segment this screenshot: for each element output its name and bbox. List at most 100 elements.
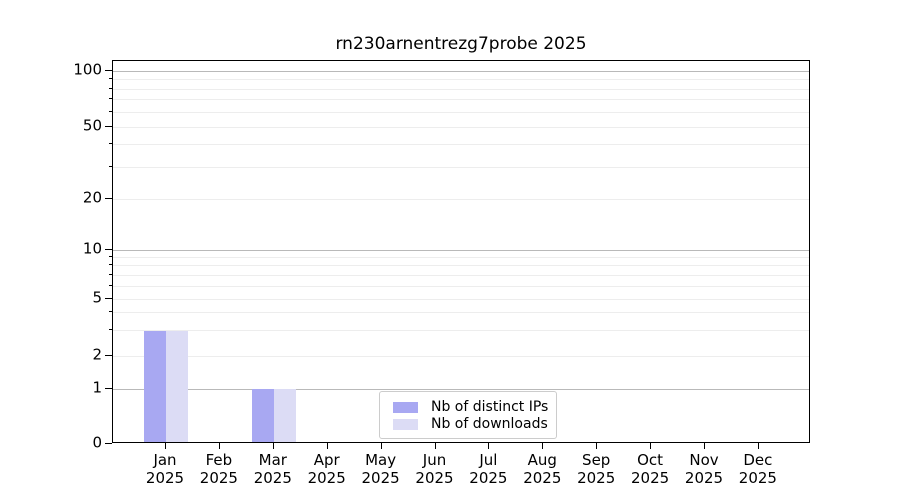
x-label-month: Jul bbox=[479, 451, 498, 469]
y-tick-label-1: 1 bbox=[92, 378, 102, 397]
x-label-month: Oct bbox=[637, 451, 664, 469]
legend-swatch-icon bbox=[393, 401, 418, 413]
y-minor-tick-80 bbox=[109, 87, 112, 89]
x-label-year: 2025 bbox=[523, 469, 562, 487]
legend-entry: Nb of distinct IPs bbox=[393, 399, 548, 415]
y-minor-tick-4 bbox=[109, 311, 112, 313]
x-label-month: Dec bbox=[743, 451, 773, 469]
x-label-month: Mar bbox=[258, 451, 287, 469]
y-minor-tick-40 bbox=[109, 143, 112, 145]
x-tick-label-jan: Jan 2025 bbox=[129, 451, 201, 487]
gridline-major-1 bbox=[113, 388, 809, 390]
x-label-year: 2025 bbox=[361, 469, 400, 487]
gridline-minor-3 bbox=[113, 330, 809, 332]
x-label-month: Jun bbox=[422, 451, 447, 469]
x-tick-label-jun: Jun 2025 bbox=[399, 451, 471, 487]
legend-swatch-icon bbox=[393, 418, 418, 430]
y-minor-tick-7 bbox=[109, 273, 112, 275]
chart-title: rn230arnentrezg7probe 2025 bbox=[335, 34, 587, 54]
x-label-year: 2025 bbox=[684, 469, 724, 487]
y-tick-20 bbox=[105, 197, 112, 199]
gridline-minor-8 bbox=[113, 265, 809, 267]
x-label-year: 2025 bbox=[738, 469, 777, 487]
x-axis: Jan 2025 Feb 2025 Mar 2025 Apr 2025 May 2025 Jun 20… bbox=[112, 443, 810, 500]
x-tick-jun bbox=[434, 443, 436, 449]
bar-nb-of-distinct-ips-mar bbox=[251, 389, 274, 442]
gridline-minor-30 bbox=[113, 166, 809, 168]
x-tick-label-feb: Feb 2025 bbox=[183, 451, 255, 487]
gridline-minor-2 bbox=[113, 355, 809, 357]
x-tick-aug bbox=[542, 443, 544, 449]
x-label-year: 2025 bbox=[307, 469, 346, 487]
x-label-month: May bbox=[365, 451, 397, 469]
x-tick-label-nov: Nov 2025 bbox=[668, 451, 740, 487]
grid-layer bbox=[113, 61, 809, 442]
x-label-year: 2025 bbox=[199, 469, 238, 487]
gridline-major-100 bbox=[113, 70, 809, 72]
legend: Nb of distinct IPs Nb of downloads bbox=[379, 391, 557, 439]
x-tick-label-apr: Apr 2025 bbox=[291, 451, 363, 487]
plot-area: Nb of distinct IPs Nb of downloads bbox=[112, 60, 810, 443]
x-tick-jul bbox=[488, 443, 490, 449]
x-tick-oct bbox=[650, 443, 652, 449]
y-tick-50 bbox=[105, 125, 112, 127]
gridline-minor-7 bbox=[113, 274, 809, 276]
x-tick-feb bbox=[218, 443, 220, 449]
gridline-minor-50 bbox=[113, 126, 809, 128]
x-tick-may bbox=[380, 443, 382, 449]
x-tick-label-jul: Jul 2025 bbox=[452, 451, 524, 487]
x-label-month: Nov bbox=[689, 451, 719, 469]
x-label-month: Sep bbox=[582, 451, 611, 469]
x-label-month: Apr bbox=[313, 451, 340, 469]
x-label-year: 2025 bbox=[415, 469, 454, 487]
y-tick-label-100: 100 bbox=[73, 60, 102, 79]
x-label-year: 2025 bbox=[631, 469, 670, 487]
y-tick-2 bbox=[105, 354, 112, 356]
x-tick-label-oct: Oct 2025 bbox=[614, 451, 686, 487]
x-tick-label-aug: Aug 2025 bbox=[506, 451, 578, 487]
y-minor-tick-60 bbox=[109, 110, 112, 112]
bar-nb-of-downloads-mar bbox=[273, 389, 296, 442]
gridline-minor-80 bbox=[113, 88, 809, 90]
legend-label: Nb of downloads bbox=[431, 416, 548, 432]
x-label-year: 2025 bbox=[253, 469, 292, 487]
gridline-minor-20 bbox=[113, 198, 809, 200]
bar-nb-of-distinct-ips-jan bbox=[144, 330, 166, 442]
x-tick-apr bbox=[326, 443, 328, 449]
y-tick-label-10: 10 bbox=[82, 239, 102, 258]
x-tick-label-may: May 2025 bbox=[345, 451, 417, 487]
y-tick-label-50: 50 bbox=[82, 116, 102, 135]
y-tick-label-0: 0 bbox=[92, 433, 102, 452]
x-label-month: Aug bbox=[527, 451, 557, 469]
y-tick-label-2: 2 bbox=[92, 345, 102, 364]
y-minor-tick-30 bbox=[109, 165, 112, 167]
y-minor-tick-9 bbox=[109, 255, 112, 257]
y-tick-100 bbox=[105, 69, 112, 71]
x-tick-label-sep: Sep 2025 bbox=[560, 451, 632, 487]
x-tick-label-mar: Mar 2025 bbox=[237, 451, 309, 487]
y-tick-label-5: 5 bbox=[92, 288, 102, 307]
x-label-month: Jan bbox=[153, 451, 177, 469]
y-minor-tick-3 bbox=[109, 329, 112, 331]
gridline-minor-5 bbox=[113, 298, 809, 300]
y-tick-1 bbox=[105, 387, 112, 389]
x-tick-jan bbox=[165, 443, 166, 449]
gridline-minor-70 bbox=[113, 99, 809, 101]
y-minor-tick-90 bbox=[109, 78, 112, 79]
gridline-minor-4 bbox=[113, 312, 809, 314]
y-tick-5 bbox=[105, 297, 112, 299]
gridline-major-10 bbox=[113, 249, 809, 251]
gridline-minor-9 bbox=[113, 256, 809, 258]
gridline-minor-6 bbox=[113, 285, 809, 287]
x-tick-nov bbox=[704, 443, 705, 449]
legend-label: Nb of distinct IPs bbox=[431, 399, 549, 415]
gridline-minor-60 bbox=[113, 111, 809, 113]
x-tick-label-dec: Dec 2025 bbox=[722, 451, 794, 487]
y-tick-10 bbox=[105, 248, 112, 250]
bar-nb-of-downloads-jan bbox=[166, 330, 188, 442]
x-tick-dec bbox=[757, 443, 759, 449]
gridline-minor-90 bbox=[113, 79, 809, 80]
y-axis: 100 50 20 10 5 2 1 0 bbox=[0, 60, 112, 450]
y-minor-tick-70 bbox=[109, 98, 112, 100]
